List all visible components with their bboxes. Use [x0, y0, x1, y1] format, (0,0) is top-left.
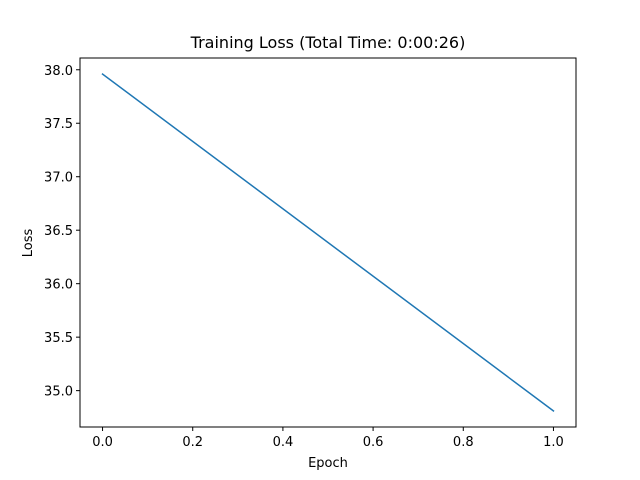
y-axis-label: Loss [21, 229, 36, 258]
x-tick-label: 0.0 [92, 435, 113, 450]
plot-area: 0.0 0.2 0.4 0.6 0.8 1.0 35.035.536.036.537.03… [44, 57, 577, 450]
series-layer [101, 72, 555, 413]
x-tick-label: 1.0 [543, 435, 564, 450]
y-tick-label: 35.5 [44, 331, 73, 346]
loss-series-line [101, 72, 555, 413]
plot-frame [79, 57, 577, 428]
x-tick-label: 0.6 [363, 435, 384, 450]
x-tick-label: 0.4 [273, 435, 294, 450]
y-tick-label: 38.0 [44, 64, 73, 79]
y-tick-label: 35.0 [44, 385, 73, 400]
x-tick-label: 0.8 [453, 435, 474, 450]
x-axis-label: Epoch [308, 456, 348, 471]
x-tick-label: 0.2 [182, 435, 203, 450]
x-axis-ticks: 0.0 0.2 0.4 0.6 0.8 1.0 [92, 427, 564, 450]
y-tick-label: 36.0 [44, 278, 73, 293]
y-axis-ticks: 35.0 35.5 36.0 36.5 37.0 37.5 38.0 [44, 64, 80, 400]
chart-title: Training Loss (Total Time: 0:00:26) [190, 33, 466, 52]
y-tick-label: 37.0 [44, 171, 73, 186]
y-tick-label: 36.5 [44, 224, 73, 239]
y-tick-label: 37.5 [44, 117, 73, 132]
